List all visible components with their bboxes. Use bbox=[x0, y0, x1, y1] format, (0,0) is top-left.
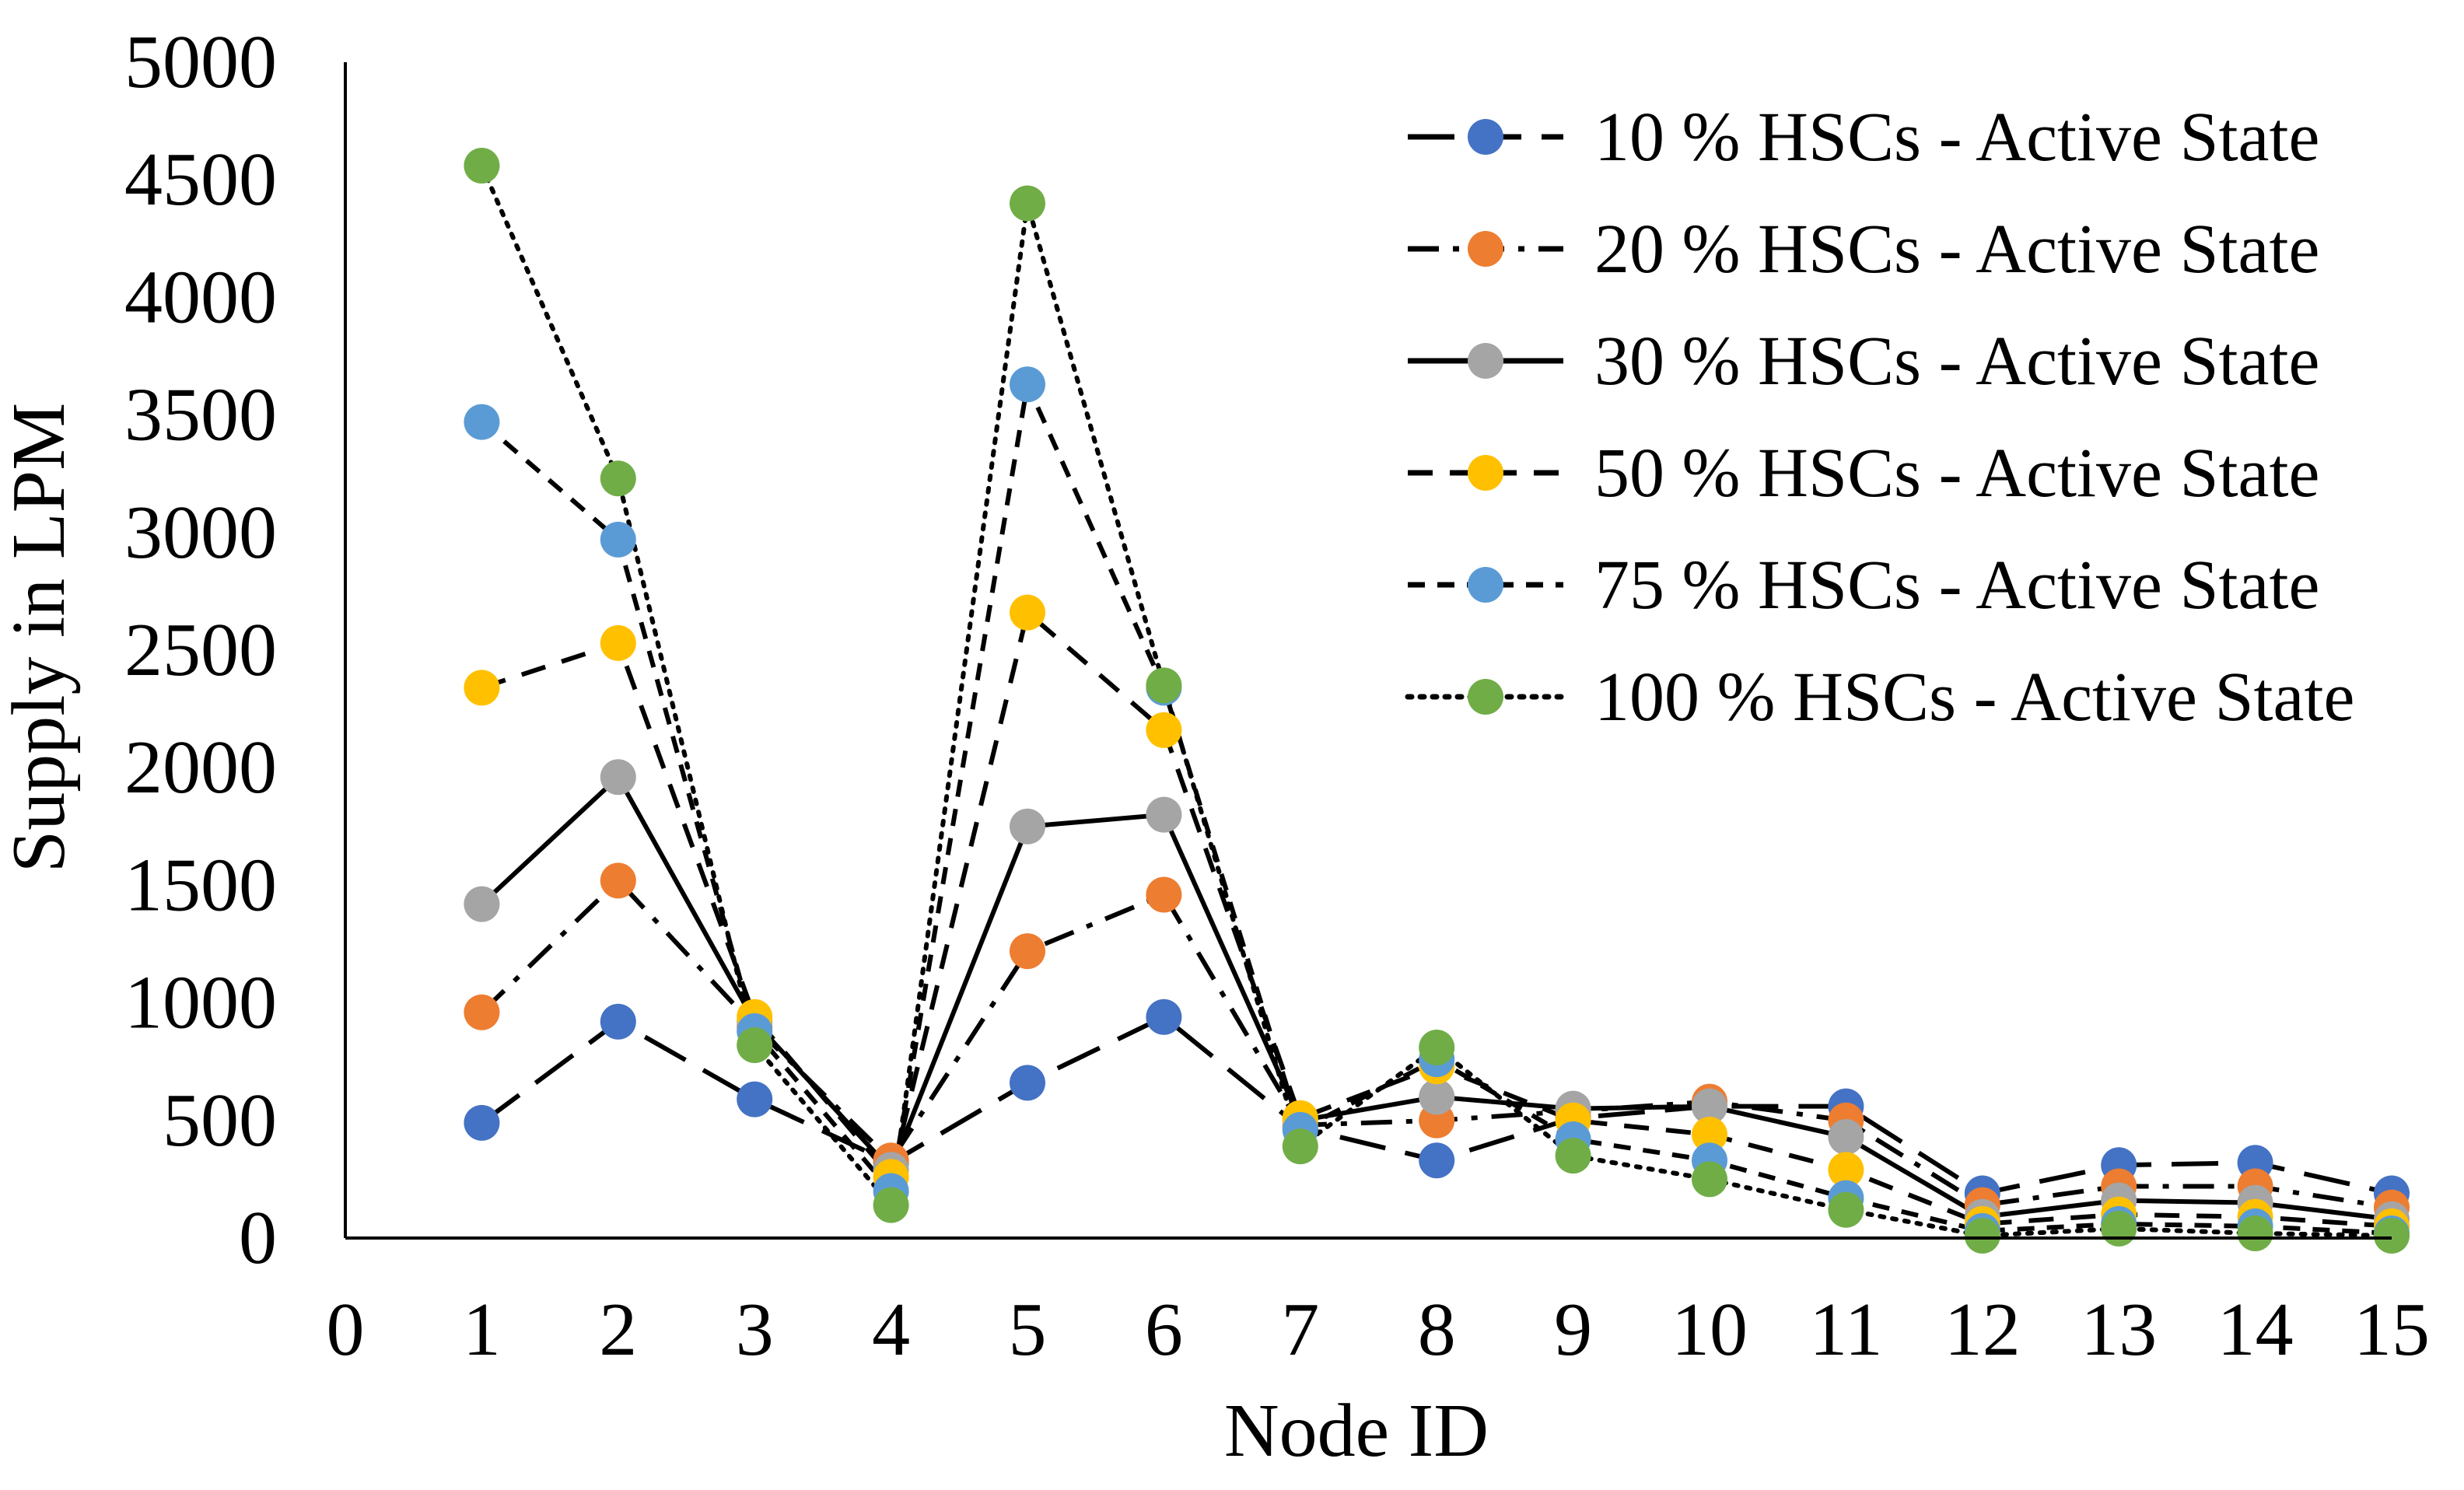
y-tick-label: 2000 bbox=[124, 726, 277, 810]
data-point bbox=[1419, 1079, 1455, 1115]
legend-label: 30 % HSCs - Active State bbox=[1594, 323, 2319, 400]
data-point bbox=[2101, 1210, 2137, 1247]
y-tick-label: 0 bbox=[239, 1196, 277, 1280]
y-tick-labels: 0 500 1000 1500 2000 2500 3000 3500 4000 4500 5000 bbox=[124, 20, 277, 1280]
data-point bbox=[873, 1187, 909, 1223]
x-tick-label: 4 bbox=[872, 1288, 910, 1372]
data-point bbox=[1010, 1065, 1045, 1101]
data-point bbox=[1828, 1118, 1864, 1155]
data-point bbox=[1146, 712, 1182, 748]
x-tick-labels: 0 1 2 3 4 5 6 7 8 9 10 11 12 13 14 15 bbox=[327, 1288, 2431, 1372]
data-point bbox=[600, 521, 636, 558]
legend-label: 75 % HSCs - Active State bbox=[1594, 547, 2319, 624]
data-point bbox=[1010, 366, 1045, 403]
legend-item: 10 % HSCs - Active State bbox=[1408, 99, 2319, 176]
legend-label: 50 % HSCs - Active State bbox=[1594, 435, 2319, 512]
x-tick-label: 14 bbox=[2217, 1288, 2294, 1372]
x-axis-title: Node ID bbox=[1224, 1389, 1489, 1473]
data-point bbox=[1828, 1152, 1864, 1188]
data-point bbox=[1146, 796, 1182, 833]
data-point bbox=[1964, 1217, 2000, 1254]
data-point bbox=[600, 759, 636, 796]
x-tick-label: 10 bbox=[1671, 1288, 1748, 1372]
data-point bbox=[1692, 1161, 1727, 1198]
data-point bbox=[1692, 1088, 1727, 1124]
x-tick-label: 15 bbox=[2354, 1288, 2430, 1372]
data-point bbox=[464, 994, 500, 1030]
data-point bbox=[737, 1081, 773, 1118]
y-tick-label: 3000 bbox=[124, 491, 277, 575]
x-tick-label: 9 bbox=[1554, 1288, 1592, 1372]
legend-label: 100 % HSCs - Active State bbox=[1594, 659, 2354, 736]
x-tick-label: 2 bbox=[599, 1288, 637, 1372]
y-tick-label: 3500 bbox=[124, 373, 277, 457]
y-tick-label: 4500 bbox=[124, 138, 277, 222]
y-tick-label: 1000 bbox=[124, 961, 277, 1045]
legend-marker bbox=[1468, 567, 1503, 603]
data-point bbox=[464, 148, 500, 184]
y-tick-label: 1500 bbox=[124, 843, 277, 927]
legend-item: 75 % HSCs - Active State bbox=[1408, 547, 2319, 624]
legend-marker bbox=[1468, 679, 1503, 715]
data-point bbox=[1419, 1142, 1455, 1179]
x-tick-label: 12 bbox=[1944, 1288, 2021, 1372]
legend-label: 20 % HSCs - Active State bbox=[1594, 211, 2319, 288]
legend: 10 % HSCs - Active State 20 % HSCs - Acti… bbox=[1405, 99, 2354, 736]
data-point bbox=[1282, 1128, 1318, 1165]
legend-marker bbox=[1468, 343, 1503, 379]
data-point bbox=[1419, 1030, 1455, 1066]
data-point bbox=[1692, 1116, 1727, 1152]
legend-marker bbox=[1468, 455, 1503, 491]
x-tick-label: 1 bbox=[463, 1288, 501, 1372]
series-markers bbox=[464, 148, 2410, 1254]
data-point bbox=[600, 1003, 636, 1040]
data-point bbox=[1146, 876, 1182, 913]
legend-item: 50 % HSCs - Active State bbox=[1408, 435, 2319, 512]
y-tick-label: 4000 bbox=[124, 255, 277, 339]
data-point bbox=[600, 460, 636, 497]
data-point bbox=[1828, 1191, 1864, 1228]
data-point bbox=[464, 404, 500, 440]
data-point bbox=[1146, 999, 1182, 1035]
data-point bbox=[464, 1104, 500, 1141]
data-point bbox=[600, 862, 636, 899]
x-tick-label: 13 bbox=[2081, 1288, 2157, 1372]
data-point bbox=[2237, 1215, 2273, 1251]
x-tick-label: 6 bbox=[1145, 1288, 1183, 1372]
x-tick-label: 5 bbox=[1009, 1288, 1047, 1372]
legend-marker bbox=[1468, 231, 1503, 267]
data-point bbox=[1010, 185, 1045, 222]
y-axis-title: Supply in LPM bbox=[0, 403, 81, 873]
x-tick-label: 0 bbox=[327, 1288, 365, 1372]
legend-item: 20 % HSCs - Active State bbox=[1408, 211, 2319, 288]
data-point bbox=[464, 886, 500, 922]
data-point bbox=[1010, 594, 1045, 631]
data-point bbox=[2374, 1217, 2410, 1254]
data-point bbox=[600, 624, 636, 661]
data-point bbox=[737, 1027, 773, 1064]
legend-item: 100 % HSCs - Active State bbox=[1405, 659, 2354, 736]
plot-area bbox=[344, 62, 2410, 1254]
data-point bbox=[464, 670, 500, 706]
data-point bbox=[1146, 667, 1182, 704]
y-tick-label: 2500 bbox=[124, 608, 277, 692]
data-point bbox=[1555, 1138, 1591, 1174]
x-tick-label: 11 bbox=[1809, 1288, 1882, 1372]
x-tick-label: 3 bbox=[736, 1288, 774, 1372]
data-point bbox=[1010, 808, 1045, 845]
y-tick-label: 5000 bbox=[124, 20, 277, 104]
x-tick-label: 8 bbox=[1418, 1288, 1456, 1372]
legend-label: 10 % HSCs - Active State bbox=[1594, 99, 2319, 176]
data-point bbox=[1010, 933, 1045, 970]
x-tick-label: 7 bbox=[1281, 1288, 1319, 1372]
legend-marker bbox=[1468, 119, 1503, 155]
legend-item: 30 % HSCs - Active State bbox=[1408, 323, 2319, 400]
y-tick-label: 500 bbox=[163, 1079, 277, 1163]
